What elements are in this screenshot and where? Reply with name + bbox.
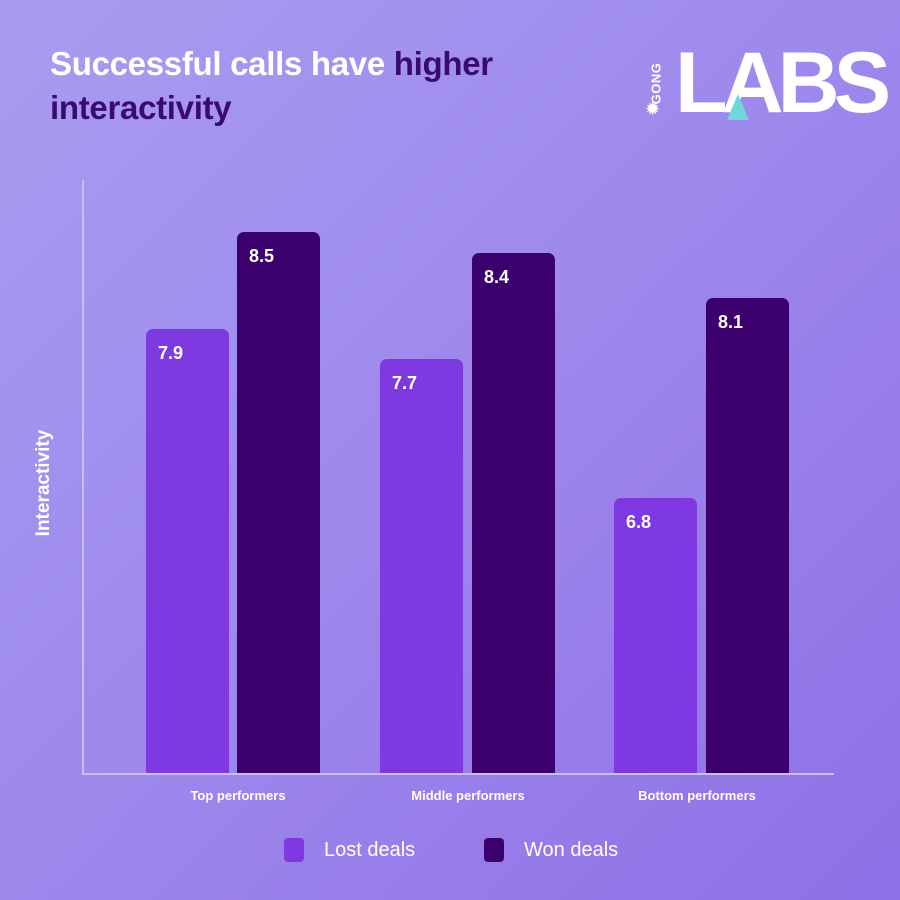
x-axis-line [82,773,834,775]
bar-middle-lost: 7.7 [380,359,463,773]
bar-middle-won: 8.4 [472,253,555,773]
legend-swatch-won [484,838,504,862]
category-label-bottom: Bottom performers [638,788,756,803]
y-axis-line [82,180,84,775]
legend-label-won: Won deals [524,838,619,861]
value-label: 8.1 [718,312,744,332]
legend-swatch-lost [284,838,304,862]
value-label: 8.4 [484,267,510,287]
labs-wordmark: LABS [675,35,891,131]
title-highlight: higher interactivity [50,45,493,126]
category-label-top: Top performers [190,788,286,803]
bar-top-lost: 7.9 [146,329,229,773]
legend-item-lost: Lost deals [284,838,415,862]
gong-burst-icon: ✹ [645,99,661,119]
legend: Lost deals Won deals [0,838,900,868]
legend-label-lost: Lost deals [324,838,416,861]
bar-top-won: 8.5 [237,232,320,773]
value-label: 7.7 [392,373,418,393]
gong-labs-logo: GONG ✹ LABS [643,40,891,128]
bar-bottom-lost: 6.8 [614,498,697,773]
legend-item-won: Won deals [484,838,618,862]
value-label: 6.8 [626,512,652,532]
chart-title: Successful calls have higher interactivi… [50,42,610,130]
flask-icon [727,94,749,120]
title-text: Successful calls have [50,45,394,82]
value-label: 7.9 [158,343,184,363]
category-label-middle: Middle performers [411,788,525,803]
y-axis-label: Interactivity [33,429,54,537]
bar-bottom-won: 8.1 [706,298,789,773]
value-label: 8.5 [249,246,275,266]
